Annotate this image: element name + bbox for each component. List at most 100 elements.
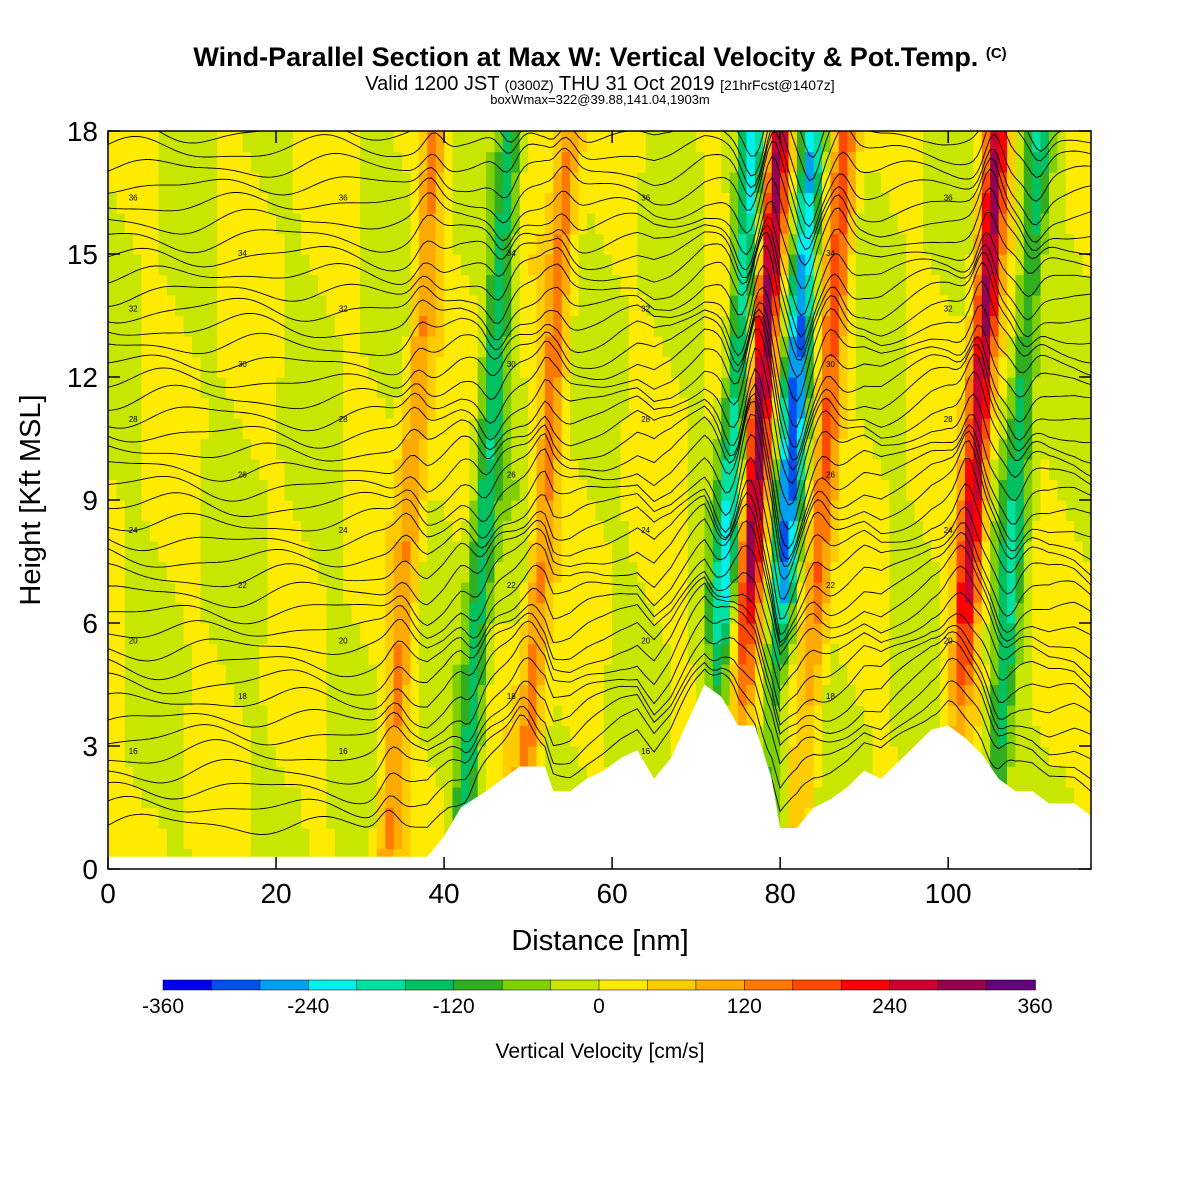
velocity-cell bbox=[544, 520, 554, 542]
velocity-cell bbox=[628, 192, 638, 214]
velocity-cell bbox=[838, 438, 848, 460]
velocity-cell bbox=[603, 213, 613, 235]
velocity-cell bbox=[897, 479, 907, 501]
velocity-cell bbox=[225, 582, 235, 604]
velocity-cell bbox=[805, 643, 815, 665]
velocity-cell bbox=[586, 725, 596, 747]
velocity-cell bbox=[318, 254, 327, 276]
velocity-cell bbox=[318, 582, 327, 604]
velocity-cell bbox=[754, 192, 764, 214]
velocity-cell bbox=[318, 787, 327, 809]
colorbar-swatch bbox=[647, 979, 697, 991]
velocity-cell bbox=[687, 233, 697, 255]
velocity-cell bbox=[906, 397, 916, 419]
velocity-cell bbox=[864, 377, 874, 399]
velocity-cell bbox=[385, 746, 395, 768]
velocity-cell bbox=[1032, 295, 1042, 317]
velocity-cell bbox=[956, 213, 966, 235]
velocity-cell bbox=[175, 233, 185, 255]
velocity-cell bbox=[343, 766, 353, 788]
velocity-cell bbox=[284, 459, 294, 481]
velocity-cell bbox=[981, 397, 991, 419]
velocity-cell bbox=[234, 643, 243, 665]
velocity-cell bbox=[855, 746, 865, 768]
velocity-cell bbox=[763, 623, 773, 645]
velocity-cell bbox=[1074, 151, 1084, 173]
velocity-cell bbox=[124, 766, 134, 788]
velocity-cell bbox=[620, 520, 630, 542]
velocity-cell bbox=[780, 418, 790, 440]
velocity-cell bbox=[234, 705, 243, 727]
velocity-cell bbox=[603, 520, 613, 542]
velocity-cell bbox=[435, 295, 445, 317]
velocity-cell bbox=[637, 377, 647, 399]
velocity-cell bbox=[208, 336, 218, 358]
velocity-cell bbox=[738, 623, 748, 645]
velocity-cell bbox=[763, 274, 773, 296]
velocity-cell bbox=[208, 787, 218, 809]
velocity-cell bbox=[494, 602, 504, 624]
velocity-cell bbox=[679, 192, 689, 214]
velocity-cell bbox=[981, 151, 991, 173]
velocity-cell bbox=[116, 520, 126, 542]
velocity-cell bbox=[418, 664, 428, 686]
velocity-cell bbox=[502, 561, 512, 583]
velocity-cell bbox=[360, 418, 370, 440]
velocity-cell bbox=[217, 274, 227, 296]
velocity-cell bbox=[519, 172, 529, 194]
velocity-cell bbox=[965, 438, 974, 460]
velocity-cell bbox=[796, 705, 806, 727]
velocity-cell bbox=[326, 192, 336, 214]
velocity-cell bbox=[351, 336, 361, 358]
velocity-cell bbox=[326, 356, 336, 378]
velocity-cell bbox=[486, 623, 496, 645]
velocity-cell bbox=[418, 684, 428, 706]
velocity-cell bbox=[141, 131, 151, 153]
velocity-cell bbox=[368, 192, 378, 214]
velocity-cell bbox=[754, 377, 764, 399]
velocity-cell bbox=[108, 192, 117, 214]
velocity-cell bbox=[721, 500, 731, 522]
velocity-cell bbox=[385, 623, 395, 645]
velocity-cell bbox=[754, 459, 764, 481]
velocity-cell bbox=[368, 438, 378, 460]
velocity-cell bbox=[805, 213, 815, 235]
velocity-cell bbox=[746, 418, 756, 440]
velocity-cell bbox=[276, 664, 285, 686]
velocity-cell bbox=[334, 561, 344, 583]
velocity-cell bbox=[721, 254, 731, 276]
velocity-cell bbox=[133, 438, 143, 460]
velocity-cell bbox=[460, 684, 470, 706]
velocity-cell bbox=[486, 500, 496, 522]
velocity-cell bbox=[208, 520, 218, 542]
velocity-cell bbox=[318, 356, 327, 378]
velocity-cell bbox=[486, 172, 496, 194]
velocity-cell bbox=[612, 500, 622, 522]
velocity-cell bbox=[1032, 315, 1042, 337]
velocity-cell bbox=[662, 377, 672, 399]
velocity-cell bbox=[301, 192, 311, 214]
velocity-cell bbox=[418, 541, 428, 563]
velocity-cell bbox=[1074, 561, 1084, 583]
velocity-cell bbox=[477, 561, 487, 583]
velocity-cell bbox=[360, 766, 370, 788]
velocity-cell bbox=[763, 254, 773, 276]
velocity-cell bbox=[586, 192, 596, 214]
velocity-cell bbox=[175, 459, 185, 481]
velocity-cell bbox=[528, 705, 538, 727]
velocity-cell bbox=[536, 151, 546, 173]
velocity-cell bbox=[855, 192, 865, 214]
velocity-cell bbox=[830, 602, 840, 624]
velocity-cell bbox=[654, 295, 664, 317]
colorbar-tick-label: -360 bbox=[142, 995, 184, 1018]
velocity-cell bbox=[276, 479, 285, 501]
velocity-cell bbox=[847, 295, 857, 317]
velocity-cell bbox=[309, 315, 319, 337]
velocity-cell bbox=[1057, 213, 1067, 235]
velocity-cell bbox=[603, 397, 613, 419]
velocity-cell bbox=[124, 807, 134, 829]
velocity-cell bbox=[931, 172, 941, 194]
velocity-cell bbox=[166, 192, 176, 214]
velocity-cell bbox=[150, 233, 159, 255]
velocity-cell bbox=[654, 151, 664, 173]
